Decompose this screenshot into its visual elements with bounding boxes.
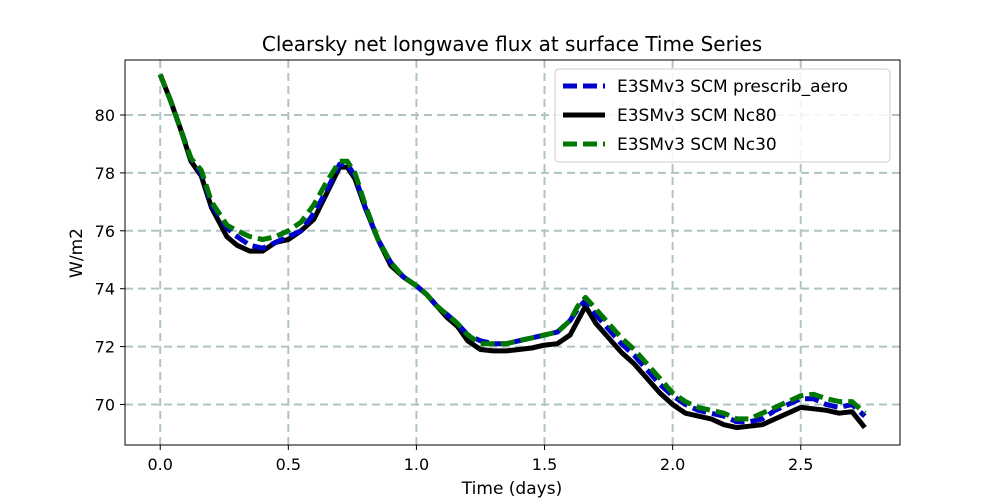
series-line-prescrib-aero: [157, 73, 867, 425]
legend-box: [554, 68, 891, 163]
chart-title: Clearsky net longwave flux at surface Ti…: [262, 32, 762, 56]
x-tick-label: 0.5: [276, 455, 301, 474]
x-axis-label: Time (days): [461, 479, 562, 499]
x-tick-label: 1.0: [404, 455, 429, 474]
series-line-nc30: [157, 73, 867, 422]
x-tick-label: 0.0: [148, 455, 173, 474]
y-tick-label: 76: [95, 222, 115, 241]
y-tick-label: 80: [95, 106, 115, 125]
legend-label-prescrib-aero: E3SMv3 SCM prescrib_aero: [617, 77, 848, 97]
series-line-nc80: [157, 73, 867, 431]
y-tick-label: 78: [95, 164, 115, 183]
y-tick-label: 74: [95, 280, 115, 299]
y-tick-label: 70: [95, 395, 115, 414]
legend-label-nc30: E3SMv3 SCM Nc30: [617, 135, 777, 155]
x-tick-label: 2.5: [788, 455, 813, 474]
y-axis-label: W/m2: [67, 228, 87, 278]
x-tick-label: 2.0: [660, 455, 685, 474]
y-axis-ticks: 70 72 74 76 78 80: [95, 106, 125, 414]
legend-label-nc80: E3SMv3 SCM Nc80: [617, 106, 777, 126]
y-tick-label: 72: [95, 338, 115, 357]
plot-frame: [124, 59, 901, 446]
x-axis-ticks: 0.0 0.5 1.0 1.5 2.0 2.5: [148, 445, 813, 474]
series-lines: [157, 73, 867, 431]
x-tick-label: 1.5: [532, 455, 557, 474]
legend: E3SMv3 SCM prescrib_aero E3SMv3 SCM Nc80…: [554, 68, 891, 163]
